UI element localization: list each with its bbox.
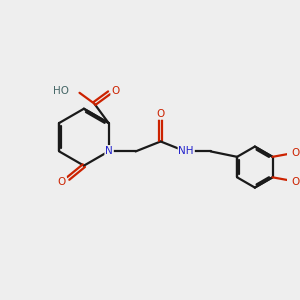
Text: N: N [105,146,113,156]
Text: O: O [291,177,299,187]
Text: O: O [58,177,66,187]
Text: O: O [111,86,119,96]
Text: O: O [157,109,165,119]
Text: O: O [291,148,299,158]
Text: NH: NH [178,146,194,156]
Text: HO: HO [53,85,69,95]
